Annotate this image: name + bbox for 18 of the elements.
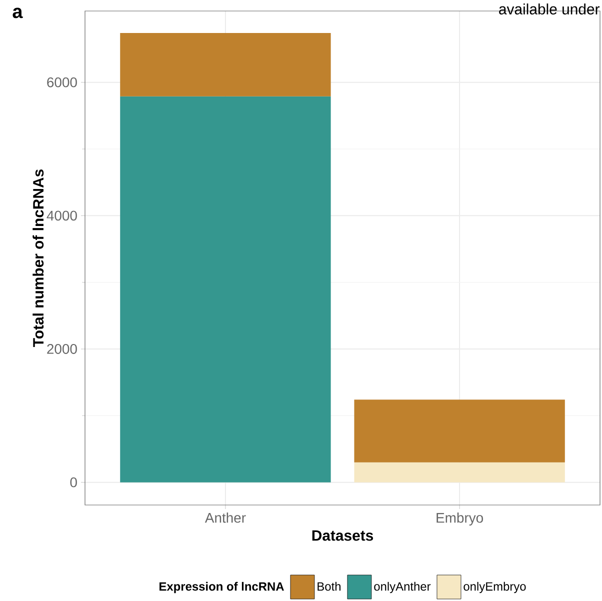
y-axis-title: Total number of lncRNAs: [32, 170, 44, 347]
y-tick-label: 4000: [46, 210, 77, 221]
y-tick-label: 6000: [47, 77, 77, 88]
bar: [120, 96, 331, 482]
legend-title: Expression of lncRNA: [160, 582, 284, 594]
bar: [354, 462, 565, 482]
bar: [120, 32, 331, 96]
x-tick-label: Embryo: [436, 512, 483, 526]
x-tick-label: Anther: [204, 512, 246, 523]
y-tick-label: 2000: [47, 344, 77, 354]
bar: [354, 400, 565, 462]
y-tick-label: 0: [70, 477, 77, 488]
annotation: available under: [499, 4, 600, 14]
legend-label: Both: [318, 582, 340, 591]
text: a: [12, 8, 23, 18]
x-axis-title: Datasets: [312, 530, 374, 541]
legend-label: onlyEmbryo: [464, 582, 526, 594]
legend-label: onlyAnther: [374, 582, 431, 594]
